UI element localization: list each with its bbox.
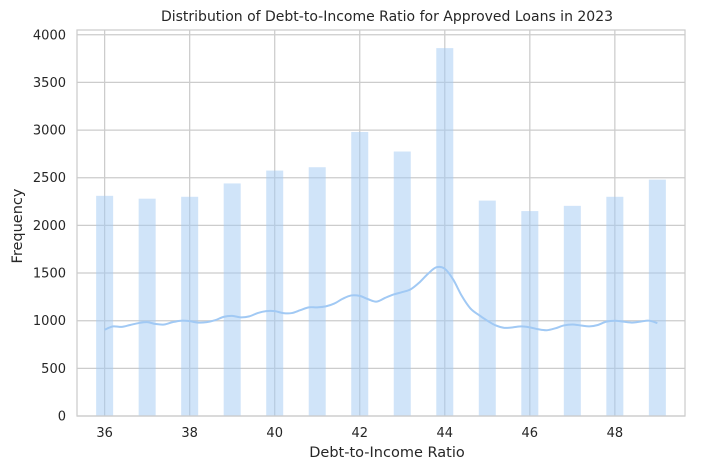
y-tick-labels: 0 500 1000 1500 2000 2500 3000 3500 4000 (33, 28, 66, 424)
histogram-bar (478, 200, 496, 416)
y-axis-label: Frequency (10, 188, 26, 263)
x-tick-labels: 36 38 40 42 44 46 48 (96, 426, 623, 441)
y-tick-label: 500 (41, 362, 66, 377)
plot-frame (76, 29, 686, 417)
histogram-bar (648, 179, 666, 416)
x-tick-label: 38 (181, 426, 198, 441)
histogram-bar (436, 48, 454, 416)
y-tick-label: 1500 (33, 267, 66, 282)
histogram-bar (138, 198, 156, 416)
histogram-bar (393, 151, 411, 416)
kde-curve (104, 265, 658, 332)
histogram-bar (351, 131, 369, 417)
x-tick-label: 48 (607, 426, 624, 441)
histogram-bars (96, 48, 666, 417)
y-tick-label: 2500 (33, 171, 66, 186)
histogram-bar (606, 196, 624, 416)
x-tick-label: 40 (266, 426, 283, 441)
histogram-bar (563, 205, 581, 416)
y-tick-label: 0 (58, 410, 66, 425)
histogram-bar (521, 211, 539, 416)
plot-area (76, 29, 686, 417)
y-tick-label: 1000 (33, 314, 66, 329)
x-axis-label: Debt-to-Income Ratio (309, 445, 465, 461)
chart-title: Distribution of Debt-to-Income Ratio for… (161, 9, 613, 25)
kde-line (104, 265, 658, 332)
x-tick-label: 46 (522, 426, 539, 441)
histogram-bar (308, 167, 326, 416)
y-tick-label: 3500 (33, 76, 66, 91)
x-tick-label: 36 (96, 426, 113, 441)
histogram-bar (223, 183, 241, 416)
histogram-bar (181, 196, 199, 416)
x-tick-label: 42 (351, 426, 368, 441)
y-tick-label: 3000 (33, 124, 66, 139)
y-tick-label: 2000 (33, 219, 66, 234)
y-tick-label: 4000 (33, 28, 66, 43)
histogram-bar (96, 195, 114, 416)
histogram-bar (266, 170, 284, 416)
x-tick-label: 44 (437, 426, 454, 441)
